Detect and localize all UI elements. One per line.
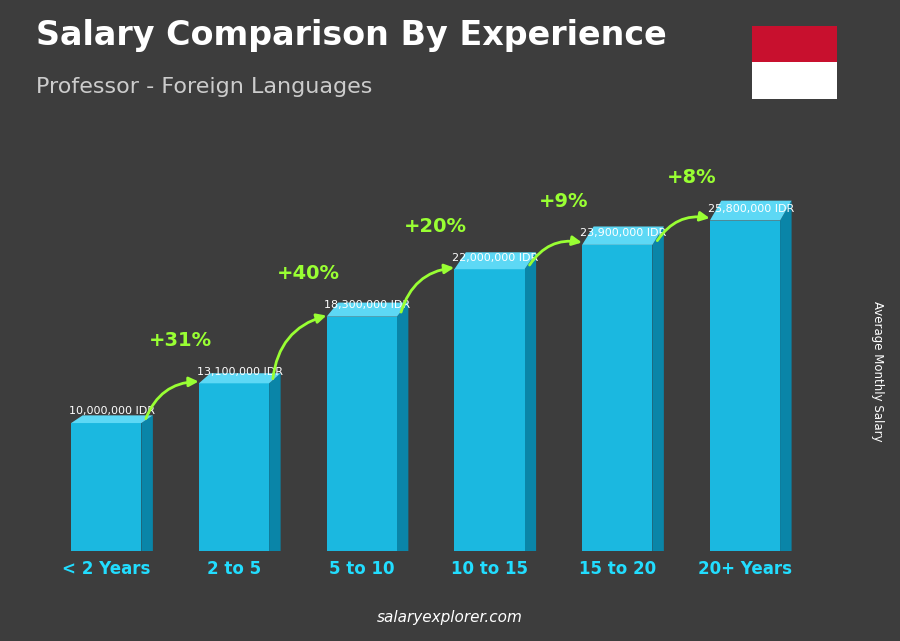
Polygon shape xyxy=(141,415,153,551)
Polygon shape xyxy=(269,373,281,551)
Bar xyxy=(327,317,397,551)
Bar xyxy=(710,221,780,551)
Text: Professor - Foreign Languages: Professor - Foreign Languages xyxy=(36,77,373,97)
Text: +20%: +20% xyxy=(404,217,467,236)
Bar xyxy=(71,423,141,551)
Text: 18,300,000 IDR: 18,300,000 IDR xyxy=(324,300,410,310)
Polygon shape xyxy=(652,226,664,551)
Bar xyxy=(752,62,837,99)
Text: salaryexplorer.com: salaryexplorer.com xyxy=(377,610,523,625)
Bar xyxy=(582,245,652,551)
Text: Salary Comparison By Experience: Salary Comparison By Experience xyxy=(36,19,667,52)
Text: 25,800,000 IDR: 25,800,000 IDR xyxy=(707,204,794,214)
Text: 13,100,000 IDR: 13,100,000 IDR xyxy=(197,367,283,377)
Polygon shape xyxy=(780,201,792,551)
Text: 22,000,000 IDR: 22,000,000 IDR xyxy=(452,253,538,263)
Bar xyxy=(454,269,525,551)
Polygon shape xyxy=(71,415,153,423)
Text: +9%: +9% xyxy=(539,192,589,212)
Text: Average Monthly Salary: Average Monthly Salary xyxy=(871,301,884,442)
Text: +31%: +31% xyxy=(148,331,211,350)
Text: +40%: +40% xyxy=(276,264,339,283)
Bar xyxy=(199,383,269,551)
Polygon shape xyxy=(525,253,536,551)
Bar xyxy=(752,26,837,62)
Polygon shape xyxy=(710,201,792,221)
Polygon shape xyxy=(327,303,409,317)
Text: 10,000,000 IDR: 10,000,000 IDR xyxy=(69,406,155,417)
Text: 23,900,000 IDR: 23,900,000 IDR xyxy=(580,228,666,238)
Polygon shape xyxy=(199,373,281,383)
Polygon shape xyxy=(454,253,536,269)
Polygon shape xyxy=(582,226,664,245)
Polygon shape xyxy=(397,303,409,551)
Text: +8%: +8% xyxy=(667,168,716,187)
